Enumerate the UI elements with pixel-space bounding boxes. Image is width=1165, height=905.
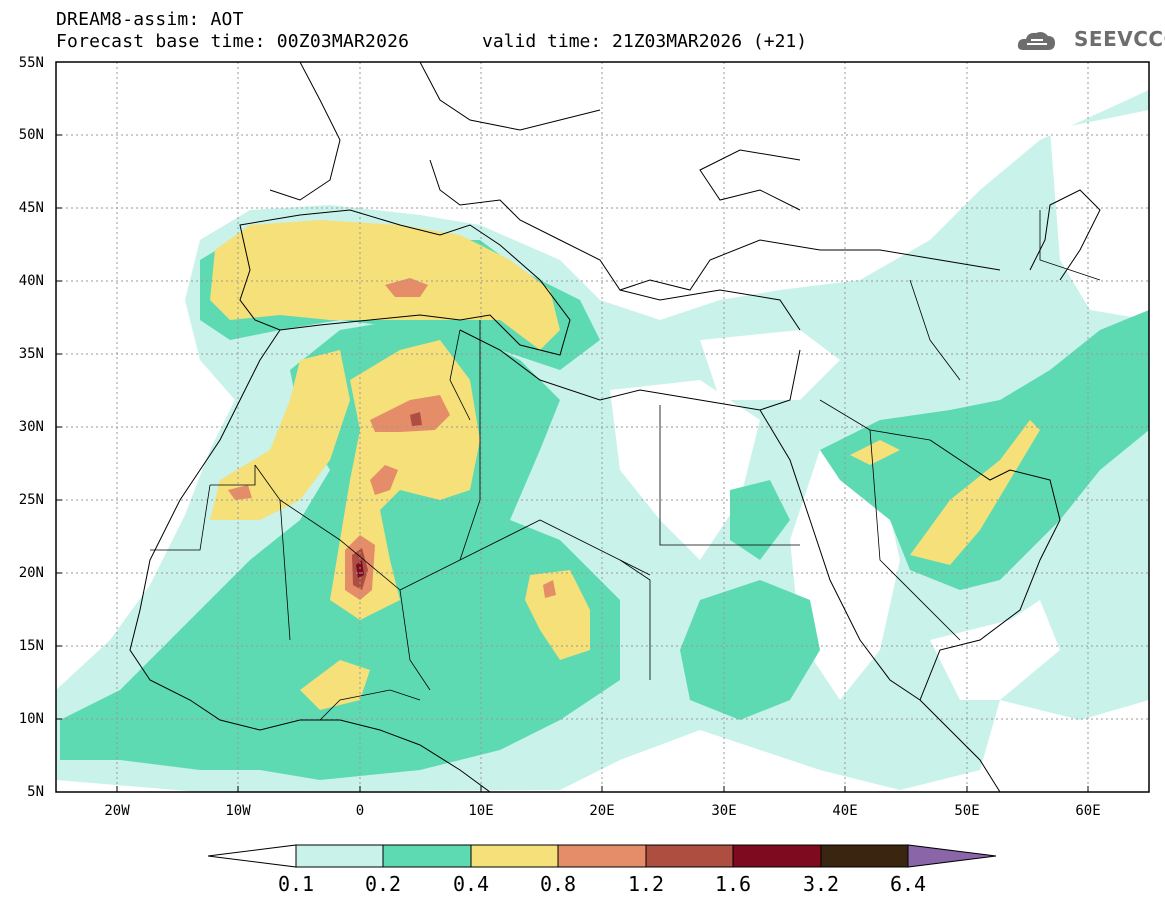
lat-label: 15N: [18, 638, 44, 654]
colorbar-bin-1: [295, 844, 384, 868]
lon-label: 20E: [589, 803, 615, 819]
colorbar-bin-7: [820, 844, 909, 868]
colorbar-bin-5: [645, 844, 734, 868]
lat-label: 20N: [18, 565, 44, 581]
lon-label: 50E: [954, 803, 980, 819]
lat-label: 55N: [18, 55, 44, 71]
colorbar-label: 3.2: [802, 872, 840, 896]
seevccc-logo-text: SEEVCCC: [1074, 27, 1165, 51]
lat-label: 35N: [18, 346, 44, 362]
valid-time: valid time: 21Z03MAR2026 (+21): [482, 31, 808, 52]
forecast-base-time: Forecast base time: 00Z03MAR2026: [56, 31, 410, 52]
colorbar-bin-3: [470, 844, 559, 868]
colorbar-label: 0.4: [452, 872, 490, 896]
lat-label: 10N: [18, 711, 44, 727]
lon-label: 10E: [468, 803, 494, 819]
colorbar-label: 0.8: [539, 872, 577, 896]
colorbar-label: 6.4: [889, 872, 927, 896]
lon-label: 60E: [1075, 803, 1101, 819]
aot-contour-0.8: [228, 278, 556, 600]
colorbar-bin-4: [557, 844, 647, 868]
colorbar-bin-2: [382, 844, 472, 868]
graticule: [56, 62, 1149, 792]
colorbar-bin-6: [732, 844, 822, 868]
colorbar-label: 1.2: [627, 872, 665, 896]
colorbar-label: 1.6: [714, 872, 752, 896]
map-title: DREAM8-assim: AOT: [56, 9, 244, 30]
coastlines: [129, 62, 1101, 792]
lat-label: 30N: [18, 419, 44, 435]
borders: [150, 210, 1101, 721]
lon-label: 10W: [225, 803, 251, 819]
colorbar: [207, 844, 997, 868]
lon-label: 0: [355, 803, 365, 819]
lon-label: 20W: [104, 803, 130, 819]
lat-label: 50N: [18, 127, 44, 143]
colorbar-over-arrow: [907, 844, 997, 868]
lat-label: 40N: [18, 273, 44, 289]
lat-label: 45N: [18, 200, 44, 216]
colorbar-under-arrow: [207, 844, 297, 868]
lat-label: 25N: [18, 492, 44, 508]
cloud-icon: [1017, 32, 1055, 50]
colorbar-label: 0.1: [277, 872, 315, 896]
lon-label: 30E: [711, 803, 737, 819]
lon-label: 40E: [832, 803, 858, 819]
lat-label: 5N: [27, 784, 44, 800]
colorbar-label: 0.2: [364, 872, 402, 896]
